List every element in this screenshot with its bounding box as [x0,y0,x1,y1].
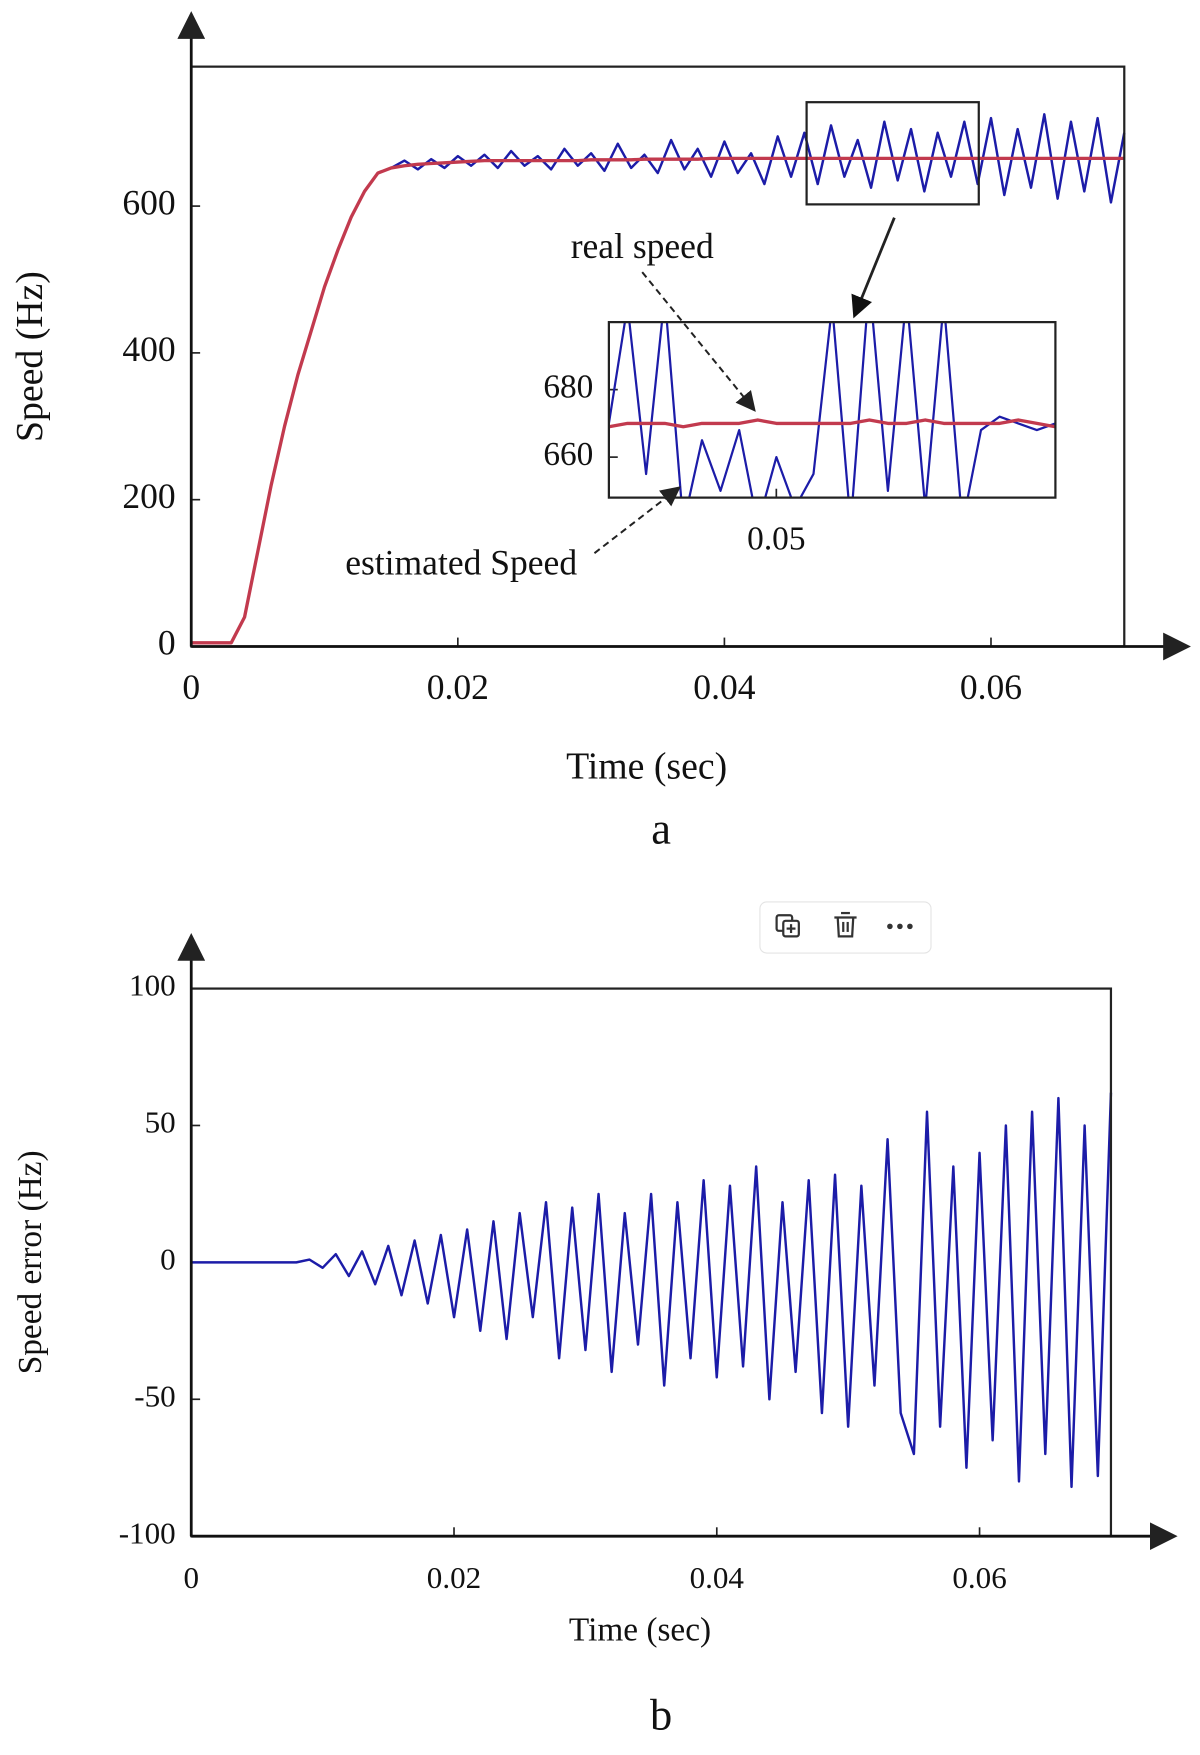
y-axis-label: Speed (Hz) [9,271,51,442]
x-tick-label: 0.05 [747,521,805,558]
x-tick-label: 0.04 [693,667,755,707]
copy-icon[interactable] [775,914,800,938]
y-tick-label: -50 [134,1378,175,1413]
toolbar [759,901,932,954]
annotation: real speed [571,226,714,266]
y-tick-label: 100 [129,968,176,1003]
series-line [191,156,1125,645]
series-line [608,418,1056,429]
x-axis-label: Time (sec) [569,1611,711,1648]
delete-icon[interactable] [834,911,857,938]
y-tick-label: 0 [158,623,176,663]
x-tick-label: 0.06 [952,1560,1006,1595]
x-tick-label: 0.06 [960,667,1022,707]
caption: a [651,803,671,853]
series-line [608,322,1056,498]
series-line [191,1092,1113,1489]
zoom-box [805,101,980,206]
y-axis-label: Speed error (Hz) [12,1150,49,1374]
x-tick-label: 0.02 [427,1560,481,1595]
plot-frame [607,321,1057,499]
x-tick-label: 0 [183,1560,199,1595]
caption: b [650,1690,672,1740]
y-tick-label: 200 [122,476,175,516]
y-tick-label: 50 [145,1105,176,1140]
annotation: estimated Speed [345,543,577,583]
toolbar-panel [759,901,932,954]
y-tick-label: 680 [543,368,593,405]
y-tick-label: 0 [160,1242,176,1277]
y-tick-label: -100 [119,1515,176,1550]
y-tick-label: 600 [122,182,175,222]
y-tick-label: 400 [122,329,175,369]
y-tick-label: 660 [543,436,593,473]
x-tick-label: 0.02 [427,667,489,707]
x-tick-label: 0.04 [690,1560,745,1595]
more-icon[interactable] [887,923,913,930]
x-tick-label: 0 [182,667,200,707]
annotation-arrow [593,486,681,554]
inset-background [608,322,1056,498]
x-axis-label: Time (sec) [566,745,727,787]
annotation-arrow [641,271,756,412]
zoom-arrow [851,217,896,319]
